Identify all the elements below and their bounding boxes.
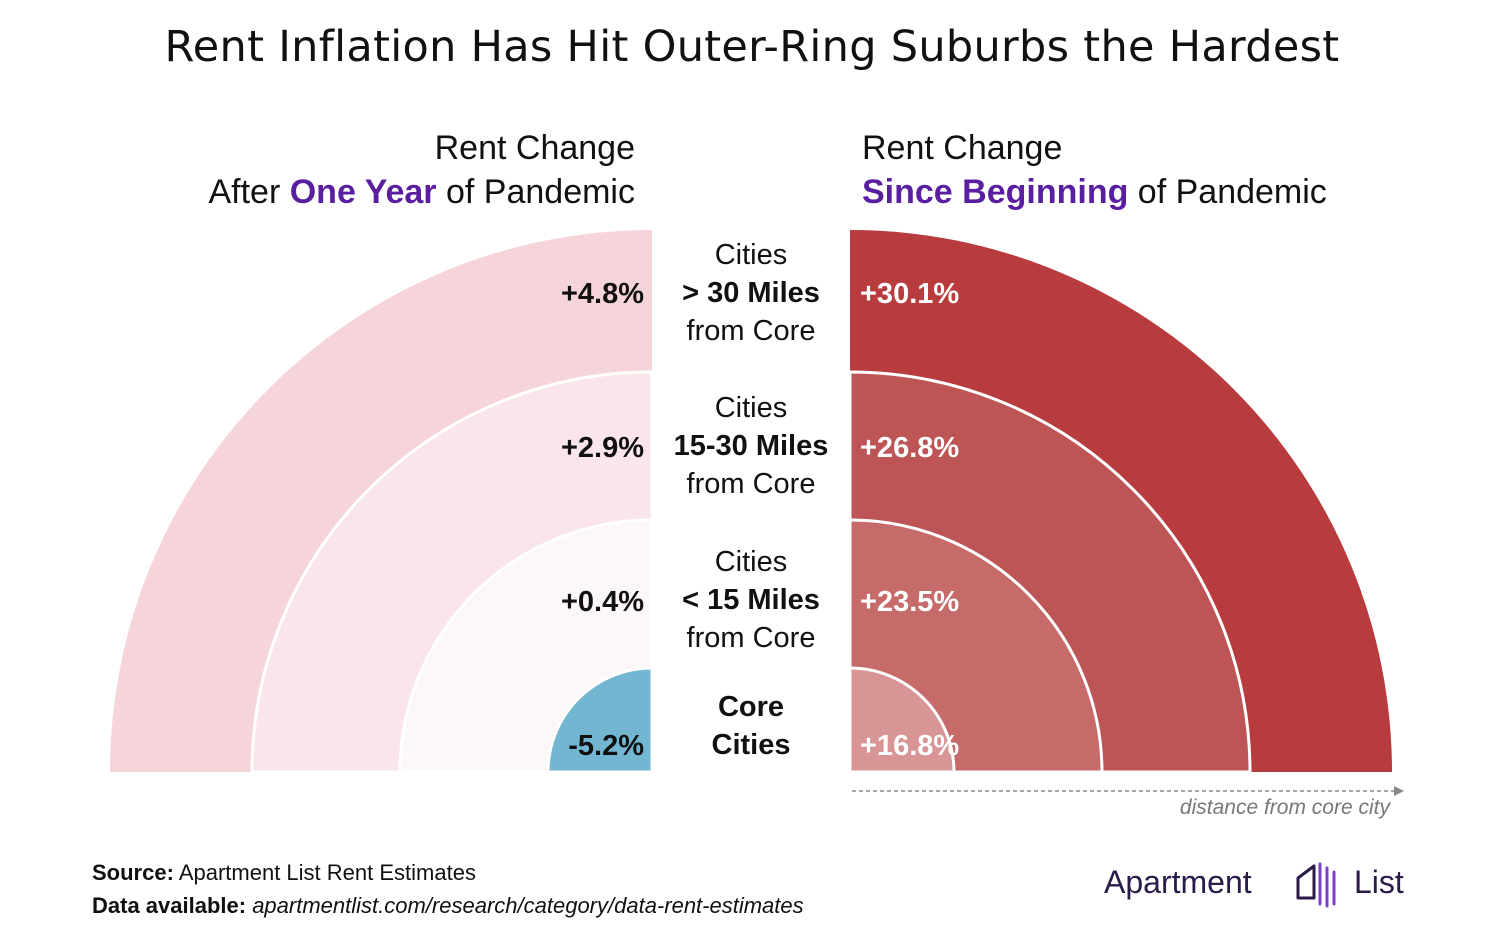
right-value-label-under-15: +23.5% — [860, 586, 959, 618]
left-value-label-under-15: +0.4% — [561, 586, 644, 618]
source-line: Source: Apartment List Rent Estimates — [92, 860, 476, 886]
ring-label-over-30: Cities > 30 Miles from Core — [651, 236, 851, 350]
right-value-label-15-30: +26.8% — [860, 432, 959, 464]
data-available-label: Data available: — [92, 893, 247, 918]
chart-title: Rent Inflation Has Hit Outer-Ring Suburb… — [164, 22, 1340, 72]
ring-label-under-15: Cities < 15 Miles from Core — [651, 543, 851, 657]
left-value-label-15-30: +2.9% — [561, 432, 644, 464]
right-ring-core — [848, 666, 956, 774]
right-header-line1: Rent Change — [862, 129, 1063, 167]
ring-label-15-30: Cities 15-30 Miles from Core — [651, 389, 851, 503]
left-panel-header: Rent Change After One Year of Pandemic — [208, 126, 635, 214]
ring-label-bold: Cities — [711, 729, 791, 761]
ring-label-line: from Core — [686, 622, 816, 654]
ring-label-line: Cities — [714, 546, 788, 578]
ring-label-line: Cities — [714, 239, 788, 271]
left-header-line1: Rent Change — [434, 129, 635, 167]
ring-label-line: from Core — [686, 468, 816, 500]
left-header-highlight: One Year — [289, 173, 437, 211]
right-value-label-over-30: +30.1% — [860, 278, 959, 310]
ring-label-bold: > 30 Miles — [682, 277, 820, 309]
ring-label-bold: Core — [717, 691, 785, 723]
data-available-url[interactable]: apartmentlist.com/research/category/data… — [246, 893, 804, 918]
logo-word-list: List — [1354, 864, 1404, 900]
ring-label-line: from Core — [686, 315, 816, 347]
data-available-line: Data available: apartmentlist.com/resear… — [92, 893, 804, 919]
ring-label-bold: < 15 Miles — [682, 584, 820, 616]
left-header-suffix: of Pandemic — [436, 173, 635, 211]
source-text: Apartment List Rent Estimates — [173, 860, 476, 885]
ring-label-bold: 15-30 Miles — [673, 430, 829, 462]
right-header-highlight: Since Beginning — [862, 173, 1129, 211]
left-ring-core — [546, 666, 654, 774]
left-value-label-core: -5.2% — [568, 730, 644, 762]
apartment-list-logo-icon — [1296, 862, 1336, 908]
right-header-suffix: of Pandemic — [1128, 173, 1327, 211]
left-header-prefix: After — [208, 173, 290, 211]
right-panel-header: Rent Change Since Beginning of Pandemic — [862, 126, 1327, 214]
distance-arrow-head-icon — [1394, 786, 1404, 796]
ring-label-core: Core Cities — [651, 688, 851, 764]
source-label: Source: — [92, 860, 174, 885]
logo-word-apartment: Apartment — [1104, 864, 1252, 900]
distance-axis-note: distance from core city — [1179, 796, 1390, 819]
right-value-label-core: +16.8% — [860, 730, 959, 762]
left-value-label-over-30: +4.8% — [561, 278, 644, 310]
ring-label-line: Cities — [714, 392, 788, 424]
